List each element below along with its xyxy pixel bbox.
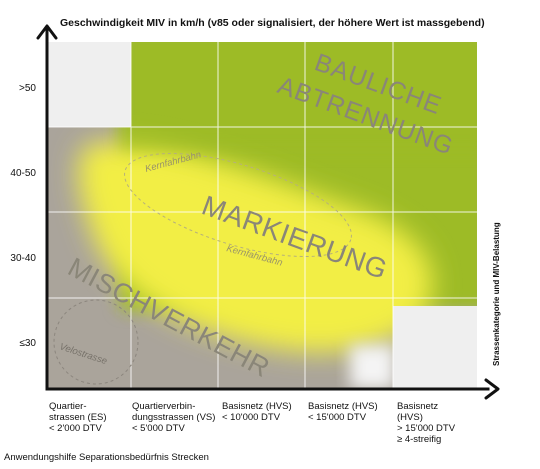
velostrasse-circle	[53, 299, 139, 385]
grid	[47, 42, 477, 389]
y-axis-label: Strassenkategorie und MIV-Belastung	[492, 222, 501, 366]
zone-white-bottom	[350, 345, 395, 389]
x-category-label: < 10'000 DTV	[222, 412, 281, 423]
kernfahrbahn-ellipse	[124, 152, 352, 258]
y-tick-label: 40-50	[10, 168, 36, 179]
cell-white-bottomright	[393, 306, 477, 389]
y-axis-arrow	[36, 24, 58, 40]
x-category-label: Quartierverbin-	[132, 401, 195, 412]
x-category-label: < 5'000 DTV	[132, 423, 185, 434]
x-category-label: Quartier-	[49, 401, 86, 412]
x-category-label: < 15'000 DTV	[308, 412, 367, 423]
y-tick-label: >50	[19, 83, 36, 94]
x-category-labels: Quartier- strassen (ES) < 2'000 DTV Quar…	[49, 401, 456, 445]
y-tick-label: ≤30	[19, 338, 36, 349]
x-category-label: < 2'000 DTV	[49, 423, 102, 434]
zone-green-top	[120, 42, 477, 150]
x-category-label: dungsstrassen (VS)	[132, 412, 215, 423]
x-category-label: Basisnetz	[397, 401, 438, 412]
x-category-label: > 15'000 DTV	[397, 423, 456, 434]
x-category-label: strassen (ES)	[49, 412, 107, 423]
caption: Anwendungshilfe Separationsbedürfnis Str…	[4, 452, 209, 463]
x-category-label: Basisnetz (HVS)	[308, 401, 378, 412]
x-category-label: Basisnetz (HVS)	[222, 401, 292, 412]
axes	[36, 24, 500, 400]
y-tick-labels: >50 40-50 30-40 ≤30	[10, 83, 36, 349]
chart-title: Geschwindigkeit MIV in km/h (v85 oder si…	[60, 17, 485, 29]
y-tick-label: 30-40	[10, 253, 36, 264]
x-category-label: (HVS)	[397, 412, 423, 423]
zone-layer	[47, 42, 477, 389]
x-category-label: ≥ 4-streifig	[397, 434, 441, 445]
x-axis-arrow	[484, 378, 500, 400]
zone-markierung-area	[78, 142, 433, 353]
cell-white-topleft	[47, 42, 131, 127]
